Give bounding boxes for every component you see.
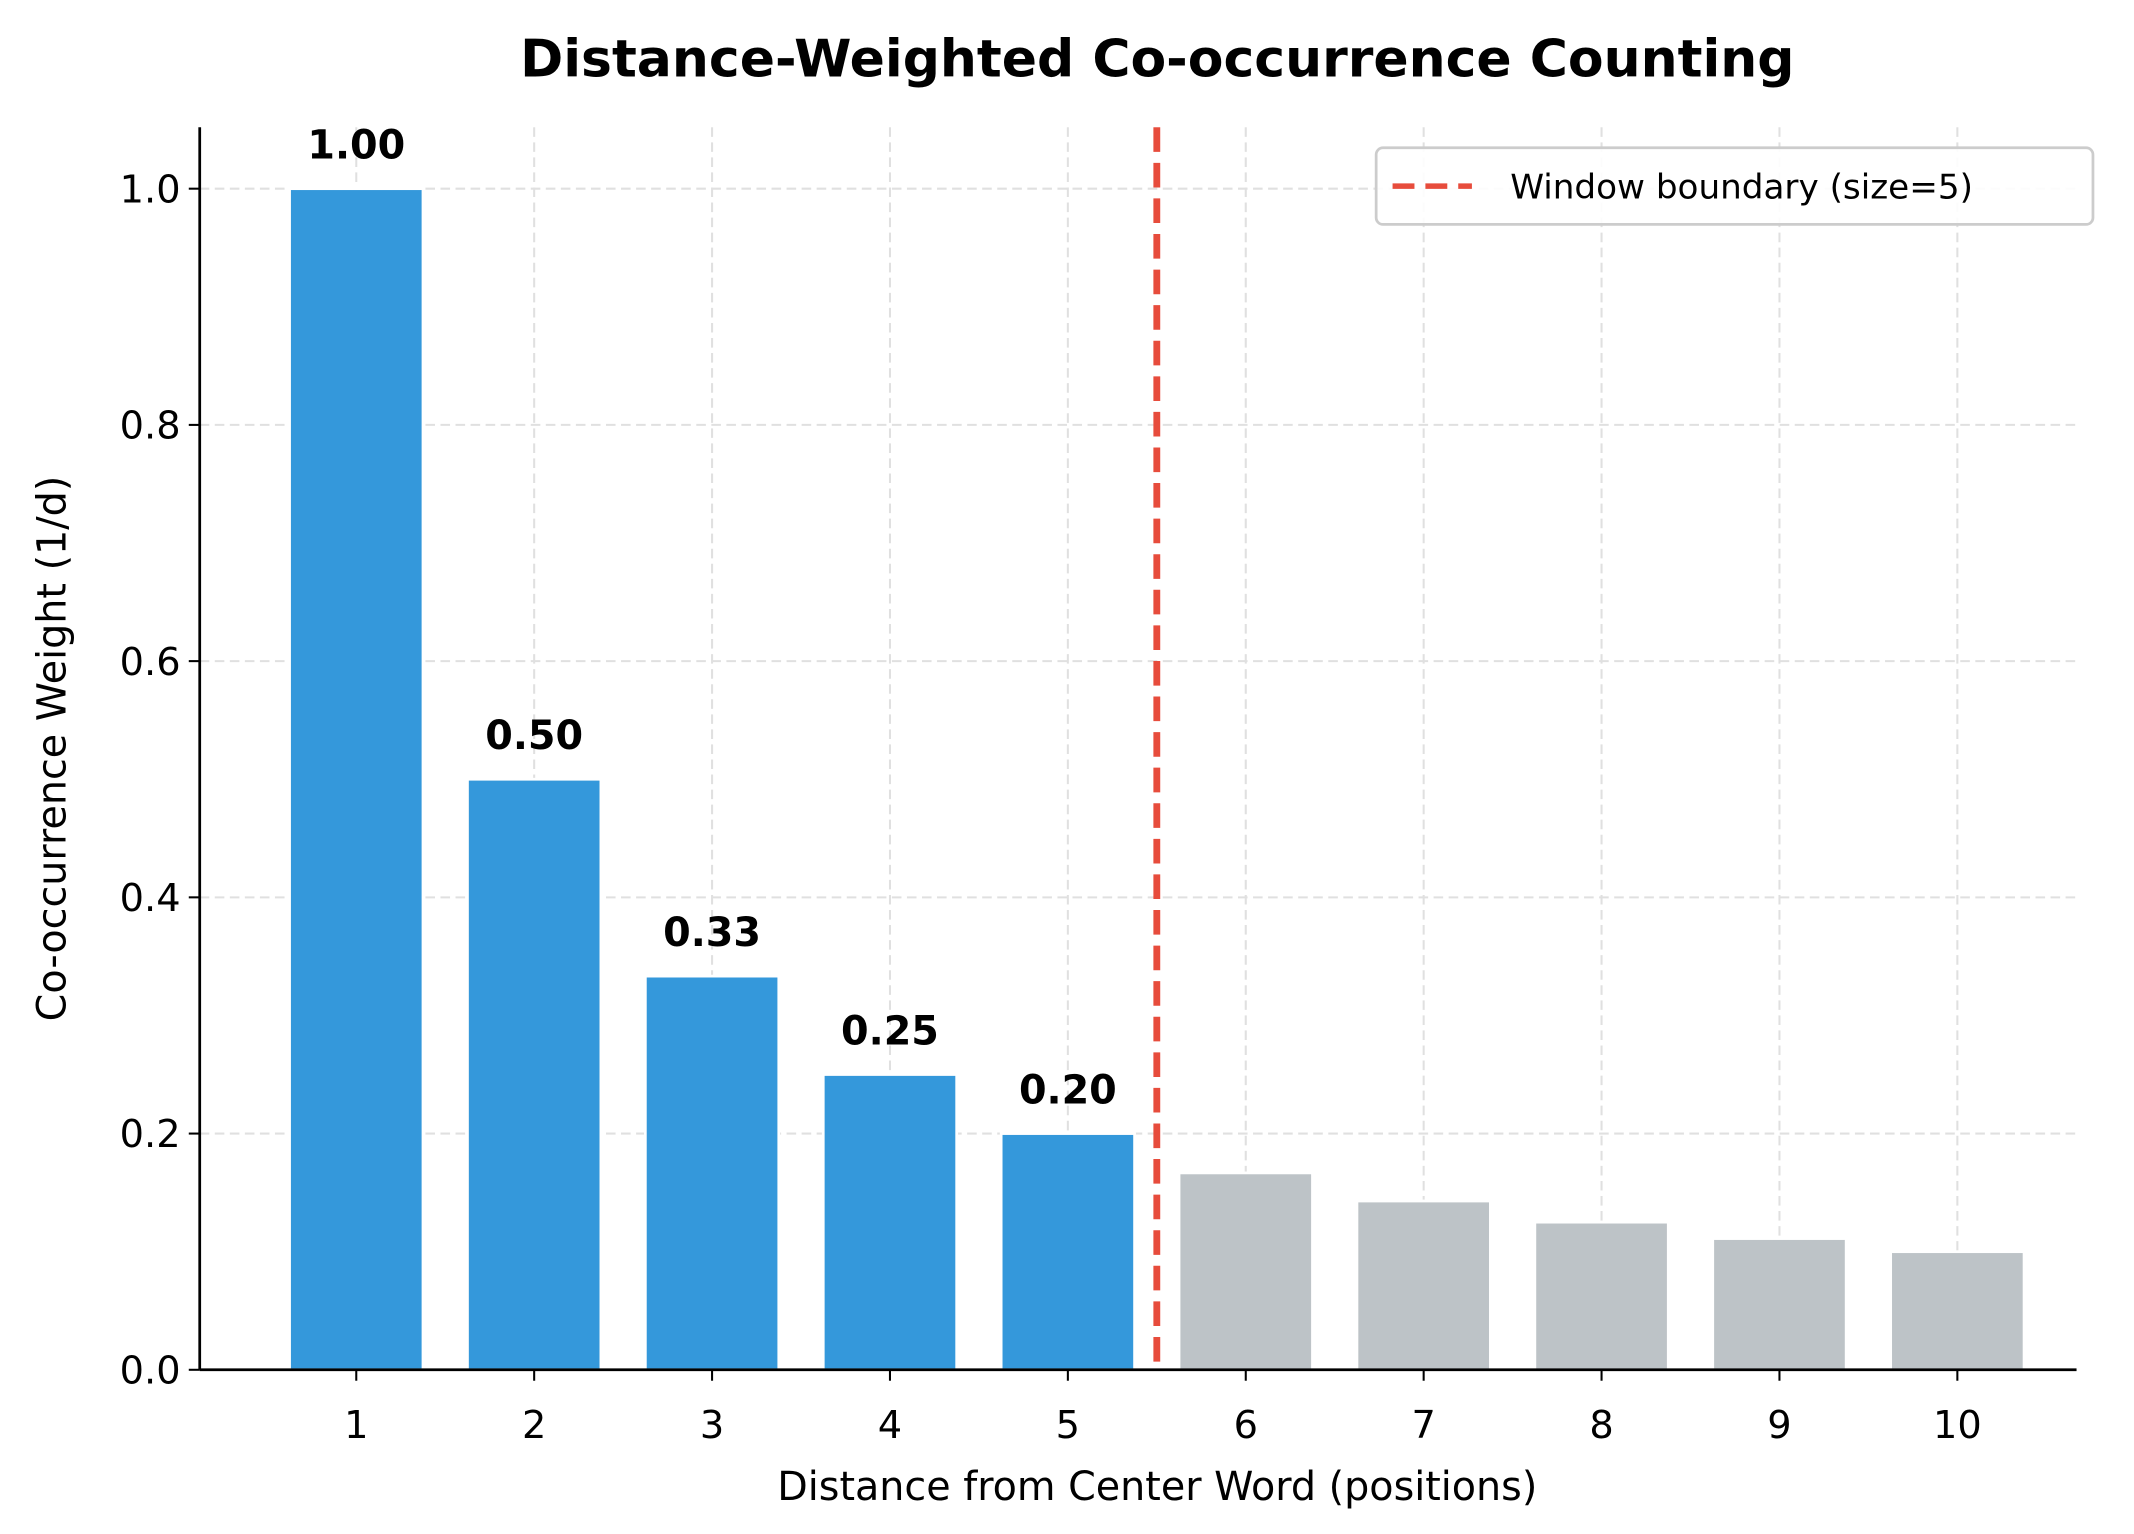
bar-8 (1533, 1220, 1670, 1372)
x-tick-label: 4 (878, 1403, 902, 1448)
x-tick-label: 6 (1234, 1403, 1258, 1448)
legend: Window boundary (size=5) (1374, 146, 2095, 226)
data-labels: 1.00 0.50 0.33 0.25 0.20 (307, 123, 1116, 1114)
x-tick-label: 1 (344, 1403, 368, 1448)
x-tick-label: 2 (522, 1403, 546, 1448)
bar-1 (288, 187, 425, 1372)
y-tick-label: 0.4 (120, 876, 181, 921)
x-tick-label: 7 (1411, 1403, 1435, 1448)
data-label-2: 0.50 (485, 713, 583, 759)
data-label-4: 0.25 (841, 1008, 939, 1054)
bar-3 (643, 974, 781, 1372)
y-tick-label: 0.0 (120, 1348, 181, 1393)
y-tick-label: 0.2 (120, 1112, 181, 1157)
bar-5 (999, 1132, 1136, 1372)
chart-title: Distance-Weighted Co-occurrence Counting (520, 30, 1794, 90)
data-label-5: 0.20 (1019, 1067, 1117, 1113)
bar-10 (1889, 1250, 2026, 1372)
axes: 0.0 0.2 0.4 0.6 0.8 1.0 1 2 3 4 5 6 7 8 9 10 (120, 127, 2077, 1448)
x-tick-label: 10 (1933, 1403, 1982, 1448)
legend-box (1374, 146, 2095, 226)
x-axis-label: Distance from Center Word (positions) (777, 1464, 1537, 1510)
x-tick-label: 5 (1056, 1403, 1080, 1448)
bar-9 (1711, 1237, 1848, 1372)
data-label-1: 1.00 (307, 123, 405, 169)
x-tick-label: 3 (700, 1403, 724, 1448)
bar-4 (821, 1073, 959, 1372)
y-tick-label: 1.0 (120, 167, 181, 212)
bar-7 (1355, 1199, 1492, 1372)
x-tick-label: 8 (1589, 1403, 1613, 1448)
y-tick-label: 0.6 (120, 640, 181, 685)
y-axis-label: Co-occurrence Weight (1/d) (30, 476, 76, 1022)
y-tick-label: 0.8 (120, 404, 181, 449)
data-label-3: 0.33 (663, 910, 761, 956)
bar-6 (1177, 1171, 1314, 1372)
bar-2 (466, 777, 603, 1372)
x-tick-label: 9 (1767, 1403, 1791, 1448)
bars (288, 187, 2026, 1372)
legend-label: Window boundary (size=5) (1510, 167, 1973, 207)
